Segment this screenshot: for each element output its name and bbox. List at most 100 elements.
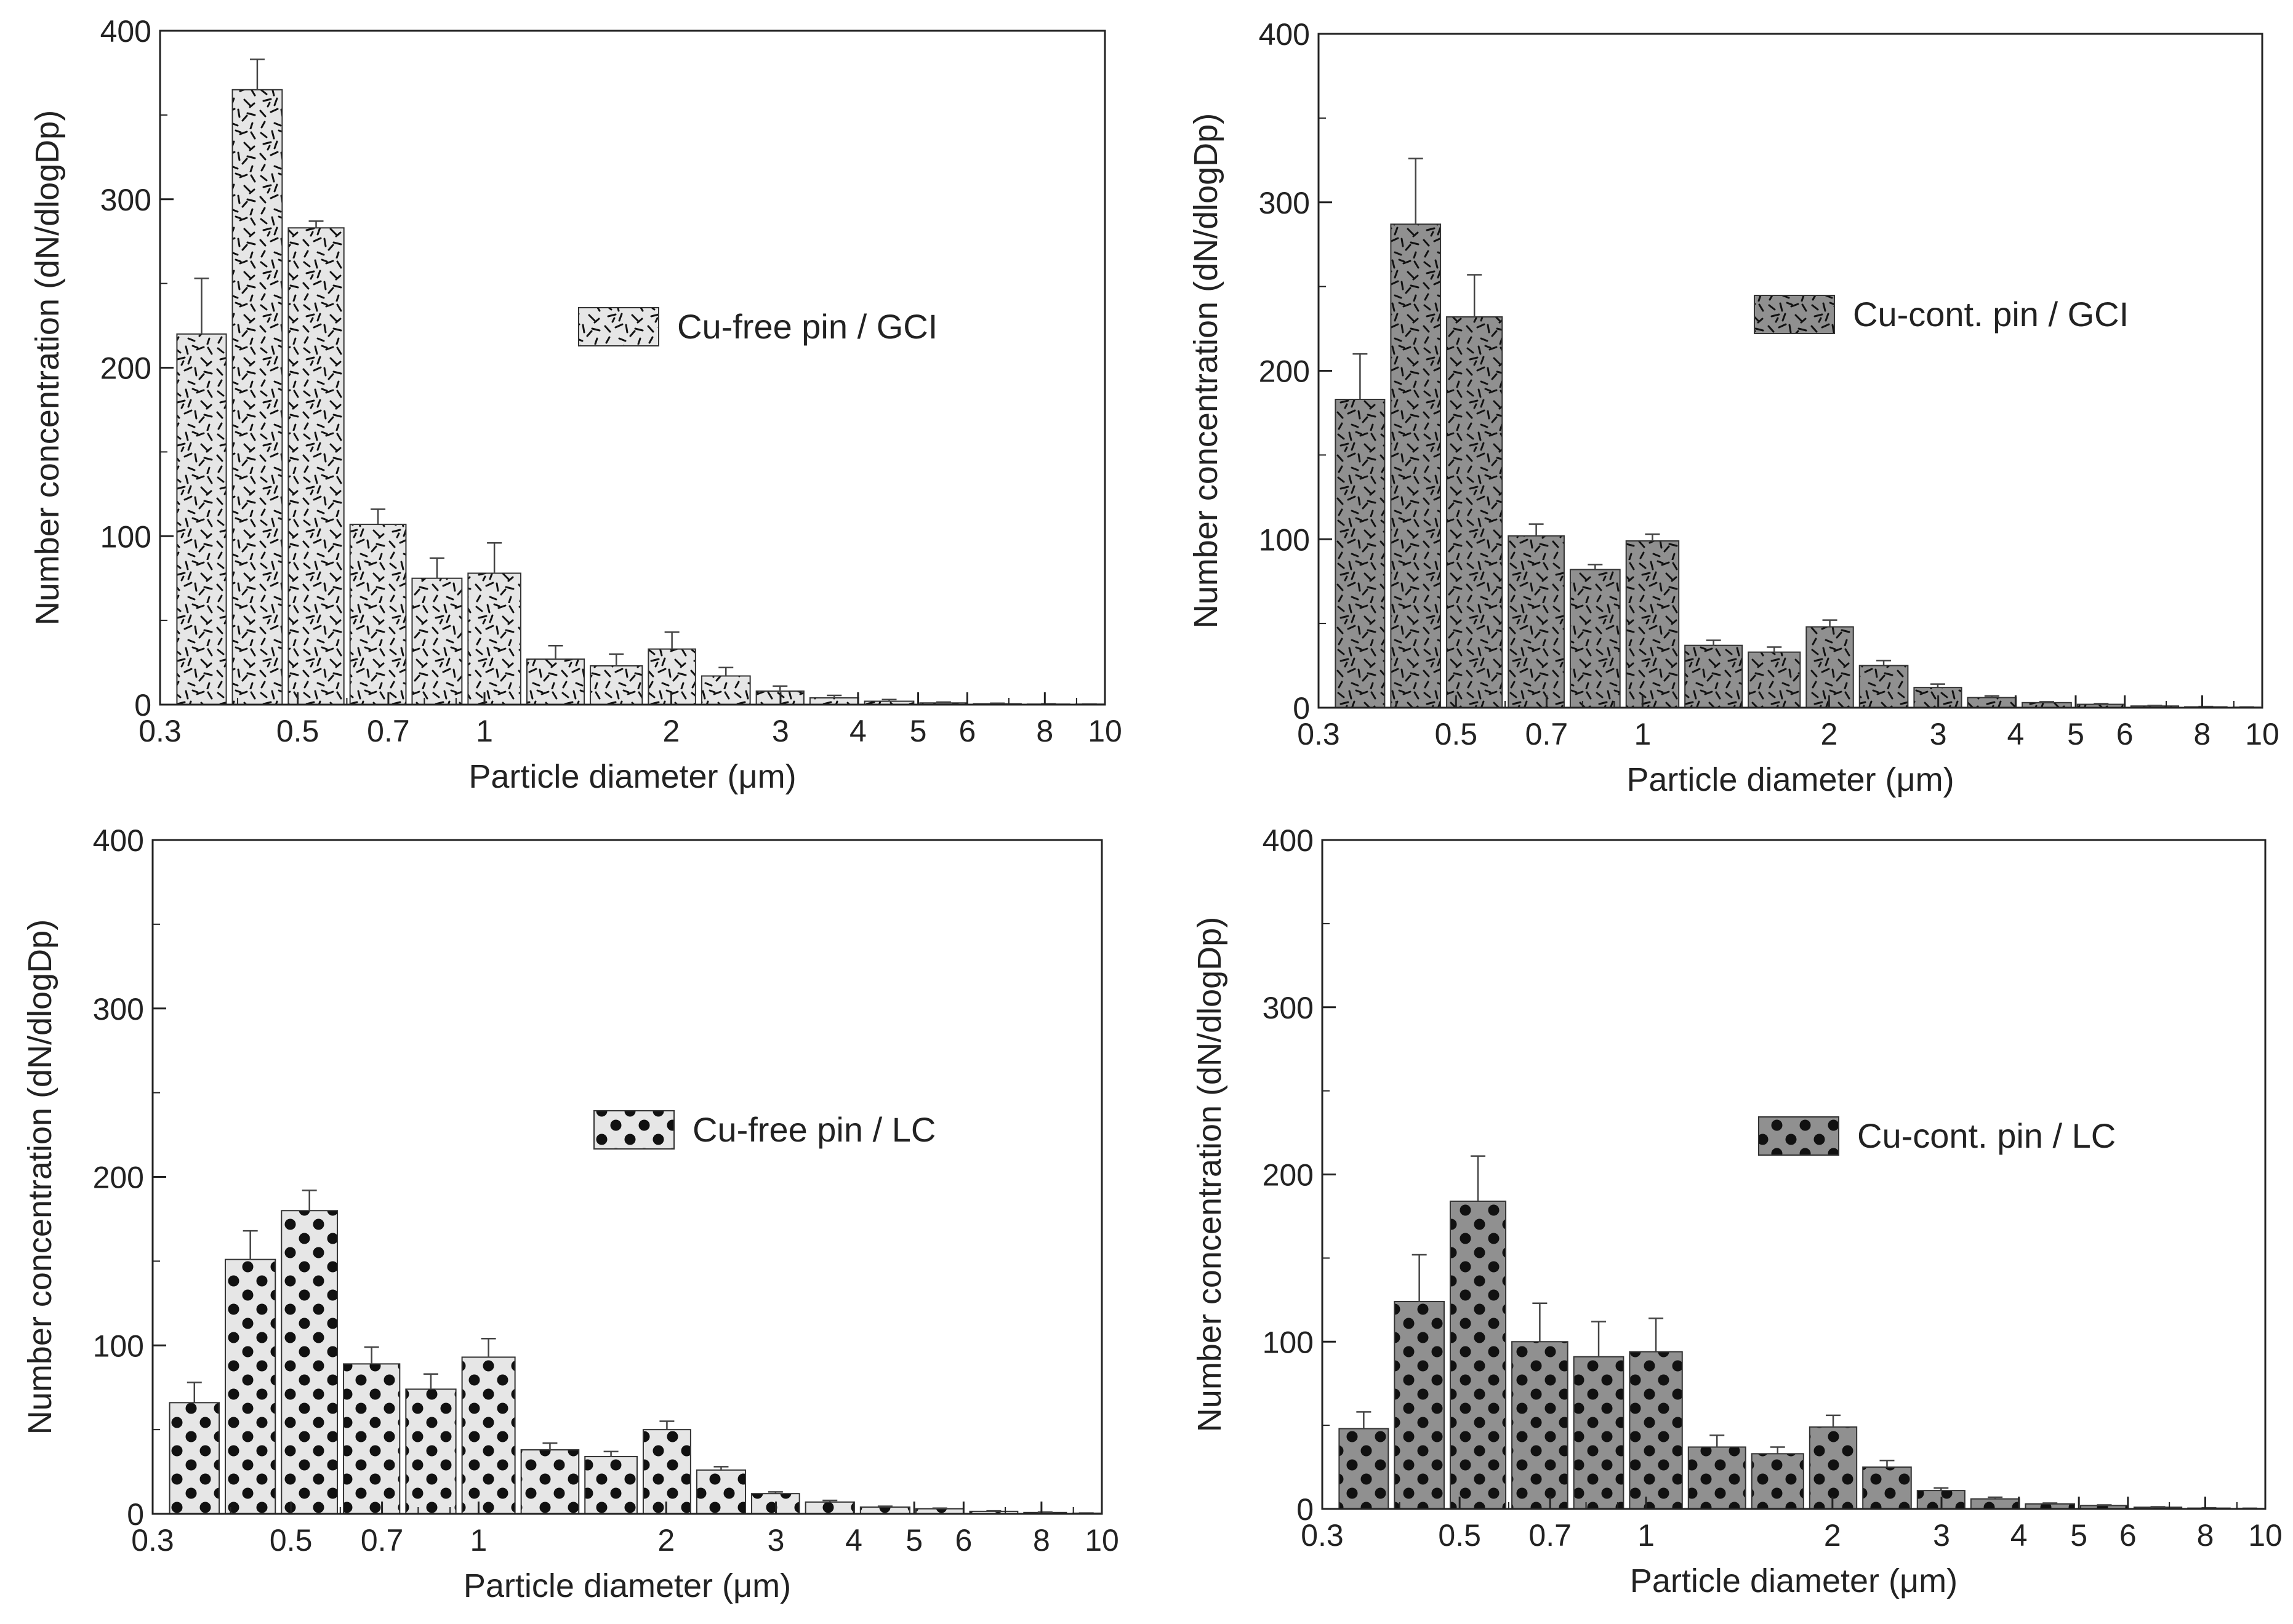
- x-tick-label: 0.7: [367, 714, 410, 748]
- bars: [1338, 1155, 2265, 1510]
- x-tick-label: 2: [1824, 1518, 1841, 1553]
- x-tick-label: 1: [1634, 717, 1651, 751]
- x-tick-label: 0.7: [361, 1523, 404, 1558]
- legend-label: Cu-cont. pin / LC: [1857, 1116, 2116, 1155]
- bar: [1858, 665, 1909, 708]
- bar: [461, 1356, 516, 1515]
- legend: Cu-free pin / GCI: [578, 307, 938, 346]
- bar: [859, 1506, 910, 1515]
- y-tick-label: 0: [134, 688, 151, 722]
- panel-bottom-left: 0 100 200 300 400 0.3 0.5 0.7 1 2 3 4 5 6 8 10 Particle …: [22, 823, 1119, 1604]
- y-tick-label: 400: [93, 823, 144, 858]
- x-tick-label: 0.5: [276, 714, 319, 748]
- bar: [467, 572, 521, 705]
- x-tick-label: 6: [2116, 717, 2134, 751]
- x-tick-label: 6: [2119, 1518, 2137, 1553]
- y-tick-label: 100: [1259, 522, 1310, 557]
- bar: [225, 1258, 276, 1514]
- bar: [169, 1402, 220, 1514]
- bar: [287, 227, 345, 706]
- y-tick-label: 0: [1293, 691, 1310, 726]
- bar: [809, 697, 859, 706]
- bar: [642, 1429, 691, 1514]
- legend-swatch: [578, 307, 659, 346]
- y-tick-label: 400: [1263, 823, 1314, 858]
- bar: [1335, 399, 1386, 708]
- bar: [176, 333, 227, 705]
- bars: [1335, 158, 2262, 709]
- x-tick-label: 5: [906, 1523, 923, 1558]
- bar: [1967, 697, 2017, 708]
- bar: [349, 524, 407, 706]
- bar: [231, 89, 283, 705]
- y-tick-label: 300: [93, 992, 144, 1026]
- bar: [1511, 1341, 1568, 1510]
- x-axis: 0.3 0.5 0.7 1 2 3 4 5 6 8 10: [139, 692, 1122, 748]
- x-tick-label: 4: [849, 714, 867, 748]
- x-tick-label: 2: [663, 714, 680, 748]
- x-tick-label: 0.3: [131, 1523, 174, 1558]
- y-axis-title: Number concentration (dN/dlogDp): [29, 110, 66, 625]
- x-tick-label: 0.5: [270, 1523, 313, 1558]
- x-tick-label: 8: [2197, 1518, 2214, 1553]
- x-tick-label: 0.3: [1301, 1518, 1344, 1553]
- legend: Cu-cont. pin / LC: [1758, 1116, 2116, 1156]
- y-tick-label: 100: [1263, 1325, 1314, 1359]
- x-tick-label: 4: [2010, 1518, 2028, 1553]
- x-axis: 0.3 0.5 0.7 1 2 3 4 5 6 8 10: [131, 1502, 1119, 1558]
- y-tick-label: 200: [100, 351, 151, 386]
- y-tick-label: 300: [1259, 186, 1310, 220]
- y-tick-label: 300: [100, 183, 151, 217]
- x-tick-label: 8: [1036, 714, 1053, 748]
- bar: [1338, 1428, 1389, 1510]
- bar: [1629, 1351, 1683, 1510]
- x-tick-label: 0.7: [1528, 1518, 1572, 1553]
- x-tick-label: 5: [2067, 717, 2084, 751]
- x-axis-title: Particle diameter (μm): [1626, 761, 1954, 798]
- legend: Cu-cont. pin / GCI: [1754, 295, 2129, 334]
- x-tick-label: 0.3: [1297, 717, 1340, 751]
- x-tick-label: 1: [1637, 1518, 1655, 1553]
- bar: [1862, 1466, 1912, 1510]
- x-tick-label: 10: [1088, 714, 1122, 748]
- bar: [1625, 540, 1680, 708]
- bar: [520, 1449, 580, 1515]
- bar: [1805, 626, 1854, 708]
- bar: [1751, 1453, 1804, 1510]
- x-axis-title: Particle diameter (μm): [468, 758, 796, 795]
- x-tick-label: 2: [1820, 717, 1837, 751]
- x-tick-label: 3: [1930, 717, 1947, 751]
- y-tick-label: 0: [127, 1497, 144, 1532]
- legend-label: Cu-free pin / GCI: [677, 307, 938, 346]
- legend: Cu-free pin / LC: [593, 1110, 936, 1150]
- y-axis: 0 100 200 300 400: [1263, 823, 1336, 1527]
- x-tick-label: 0.5: [1438, 1518, 1481, 1553]
- bar: [590, 665, 643, 705]
- x-axis: 0.3 0.5 0.7 1 2 3 4 5 6 8 10: [1297, 695, 2279, 751]
- x-tick-label: 10: [1085, 1523, 1119, 1558]
- bar: [1569, 569, 1621, 709]
- y-axis-title: Number concentration (dN/dlogDp): [22, 919, 58, 1434]
- bar: [584, 1455, 638, 1515]
- legend-label: Cu-cont. pin / GCI: [1853, 295, 2129, 334]
- y-axis-title: Number concentration (dN/dlogDp): [1187, 113, 1224, 628]
- panel-bottom-right: 0 100 200 300 400 0.3 0.5 0.7 1 2 3 4 5 6 8 10 Particle …: [1191, 823, 2283, 1599]
- bar: [281, 1210, 339, 1514]
- bar: [1446, 316, 1503, 708]
- y-tick-label: 200: [1259, 354, 1310, 389]
- y-tick-label: 0: [1296, 1492, 1314, 1527]
- y-tick-label: 100: [100, 519, 151, 554]
- panel-top-left: 0 100 200 300 400 0.3 0.5 0.7 1 2 3 4 5 6 8 10 Particle …: [29, 14, 1122, 795]
- y-tick-label: 400: [100, 14, 151, 49]
- bars: [176, 58, 1104, 706]
- bar: [405, 1388, 457, 1515]
- x-tick-label: 5: [2070, 1518, 2087, 1553]
- x-tick-label: 2: [657, 1523, 675, 1558]
- bar: [526, 658, 585, 706]
- y-axis: 0 100 200 300 400: [100, 14, 174, 722]
- x-tick-label: 10: [2248, 1518, 2283, 1553]
- x-tick-label: 4: [845, 1523, 862, 1558]
- bar: [343, 1363, 401, 1515]
- bar: [1573, 1356, 1624, 1510]
